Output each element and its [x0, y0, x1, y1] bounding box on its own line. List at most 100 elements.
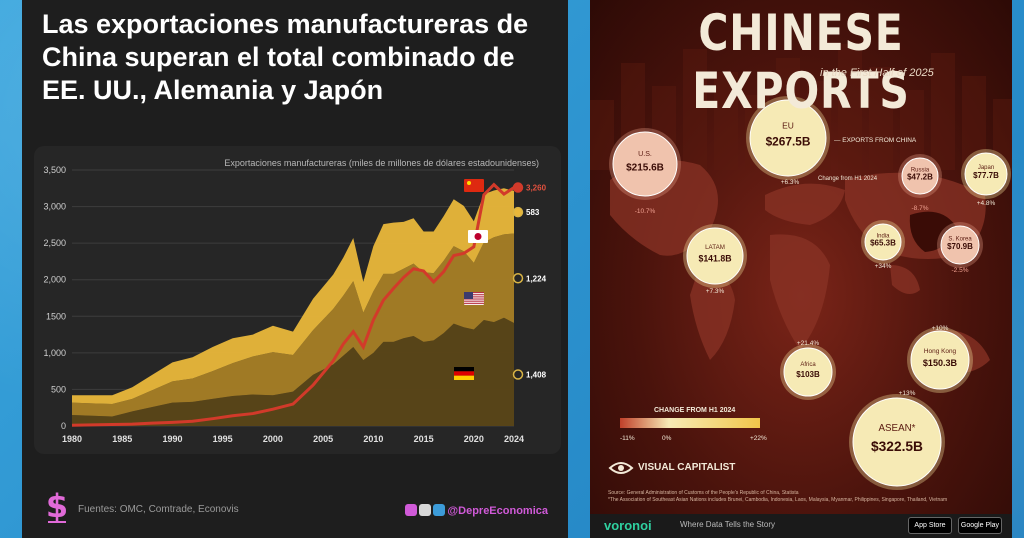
bubble-circle — [940, 225, 980, 265]
right-infographic: EU $267.5B +6.3% U.S. $215.6B -10.7% LATAM $141… — [590, 0, 1012, 538]
usa-flag-icon — [464, 292, 484, 305]
change-label: +13% — [899, 390, 916, 397]
x-tick-label: 2005 — [313, 434, 333, 444]
chart-container: 0 500 1,000 1500 2,000 2,500 3,000 3,500 1980 198… — [34, 146, 561, 454]
flag-stripe — [464, 303, 484, 305]
flag-stripe — [464, 299, 484, 301]
google-play-button[interactable]: Google Play — [958, 517, 1002, 534]
bubble-name: EU — [782, 121, 794, 131]
bubble-us: U.S. $215.6B — [609, 128, 681, 200]
flag-stripe — [464, 297, 484, 299]
flag-field — [464, 179, 484, 192]
bubble-latam: LATAM $141.8B — [683, 224, 747, 288]
skyline-building — [714, 72, 738, 170]
bubble-circle — [910, 330, 970, 390]
bubble-value: $141.8B — [698, 254, 731, 264]
social-handle[interactable]: @DepreEconomica — [405, 504, 548, 517]
bubble-value: $150.3B — [923, 358, 958, 368]
line-china — [71, 182, 515, 427]
exports-annotation: — EXPORTS FROM CHINA — [834, 137, 917, 144]
continent-shape — [770, 234, 830, 350]
flag-stripe — [464, 301, 484, 303]
handle-text: @DepreEconomica — [447, 505, 548, 517]
continent-shape — [690, 265, 735, 360]
bubble-name: U.S. — [638, 150, 652, 158]
x-tick-label: 1985 — [112, 434, 132, 444]
bubble-value: $103B — [796, 370, 820, 379]
legend-tick: +22% — [750, 435, 767, 442]
china-flag-icon — [464, 179, 484, 192]
bubble-map: EU $267.5B +6.3% U.S. $215.6B -10.7% LATAM $141… — [590, 44, 1012, 490]
bubble-value: $77.7B — [973, 171, 999, 180]
flag-band — [454, 375, 474, 380]
bubble-name: ASEAN* — [879, 423, 916, 434]
y-tick-label: 2,500 — [43, 238, 66, 248]
flag-stripe — [464, 293, 484, 295]
y-tick-label: 3,500 — [43, 165, 66, 175]
skyline-building — [931, 53, 955, 170]
bubble-circle — [864, 223, 902, 261]
x-icon — [419, 504, 432, 516]
y-tick-label: 0 — [61, 421, 66, 431]
app-store-button[interactable]: App Store — [908, 517, 952, 534]
left-infographic: Las exportaciones manufactureras de Chin… — [22, 0, 568, 538]
tagline: Where Data Tells the Story — [680, 520, 776, 529]
bubble-circle — [852, 397, 942, 487]
sources-note: Source: General Administration of Custom… — [608, 490, 998, 504]
bubble-circle — [612, 131, 678, 197]
x-tick-label: 2015 — [414, 434, 434, 444]
bubble-value: $65.3B — [870, 239, 896, 248]
bubble-asean: ASEAN* $322.5B — [849, 394, 945, 490]
flag-disc — [474, 233, 482, 240]
germany-flag-icon — [454, 367, 474, 380]
change-label: -8.7% — [912, 205, 929, 212]
skyline-building — [900, 90, 924, 170]
flag-band — [454, 371, 474, 376]
continent-shape — [765, 183, 845, 225]
bubble-circle — [964, 152, 1008, 196]
x-tick-label: 1980 — [62, 434, 82, 444]
end-value-label: 1,408 — [526, 371, 547, 380]
japan-flag-icon — [468, 230, 488, 243]
bubble-name: India — [876, 234, 890, 240]
continent-shape — [890, 265, 920, 294]
bubble-name: Hong Kong — [924, 348, 957, 355]
legend-title: CHANGE FROM H1 2024 — [654, 407, 735, 414]
y-tick-label: 1500 — [46, 311, 66, 321]
end-value-label: 583 — [526, 208, 540, 217]
source-line: Source: General Administration of Custom… — [608, 490, 799, 496]
area-japn — [72, 188, 514, 405]
change-label: +10% — [932, 325, 949, 332]
end-value-label: 3,260 — [526, 184, 547, 193]
instagram-icon — [405, 504, 418, 516]
left-title: Las exportaciones manufactureras de Chin… — [42, 9, 529, 105]
end-marker — [512, 273, 524, 284]
bubble-russia: Russia$47.2B — [898, 154, 942, 198]
bubble-value: $70.9B — [947, 242, 973, 251]
bubble-name: Russia — [911, 168, 930, 174]
bubble-value: $47.2B — [907, 173, 933, 182]
area-chart: 0 500 1,000 1500 2,000 2,500 3,000 3,500 1980 198… — [43, 158, 547, 444]
skyline-building — [869, 67, 893, 170]
bubble-circle — [686, 227, 744, 285]
bubble-name: Japan — [978, 165, 994, 171]
change-annotation: Change from H1 2024 — [818, 176, 878, 182]
x-tick-label: 1995 — [213, 434, 233, 444]
bubble-circle — [749, 99, 827, 177]
chart-title: Exportaciones manufactureras (miles de m… — [224, 158, 539, 168]
visual-capitalist-logo-icon — [608, 462, 634, 474]
flag-canton — [464, 292, 473, 299]
change-label: +7.3% — [706, 288, 725, 295]
voronoi-logo: voronoi — [604, 518, 652, 533]
bubble-india: India$65.3B — [861, 220, 905, 264]
change-label: -10.7% — [635, 208, 656, 215]
end-marker — [512, 369, 524, 380]
bubble-circle — [783, 347, 833, 397]
right-subtitle: in the First Half of 2025 — [820, 67, 934, 79]
flag-star — [467, 181, 471, 185]
legend-tick: -11% — [620, 435, 635, 442]
change-label: +6.3% — [781, 179, 800, 186]
bubble-africa: Africa $103B — [780, 344, 836, 400]
bubble-name: S. Korea — [948, 236, 972, 242]
skyline-building — [590, 100, 614, 170]
